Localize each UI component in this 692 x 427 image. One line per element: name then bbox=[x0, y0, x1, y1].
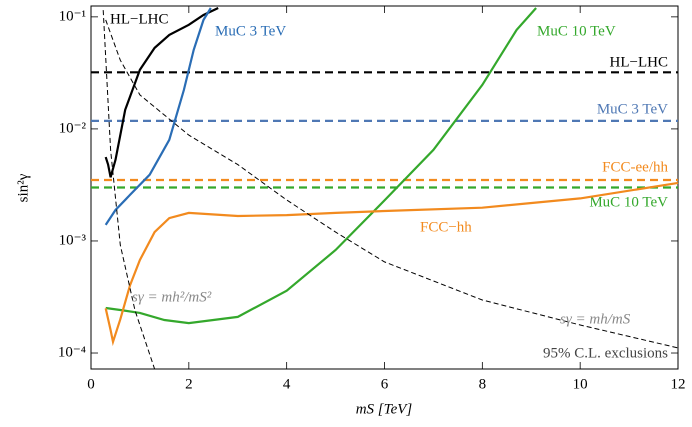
series-label: sγ = mh/mS bbox=[560, 311, 631, 327]
threshold-label: MuC 10 TeV bbox=[589, 194, 668, 210]
series-line bbox=[104, 7, 219, 178]
y-tick-label: 10⁻⁴ bbox=[58, 344, 86, 360]
x-tick-label: 10 bbox=[573, 376, 588, 392]
series-label: MuC 3 TeV bbox=[215, 23, 286, 39]
series-label: HL−LHC bbox=[110, 11, 168, 27]
y-axis-label: sin²γ bbox=[15, 173, 31, 202]
y-tick-label: 10⁻¹ bbox=[59, 8, 86, 24]
threshold-label: HL−LHC bbox=[610, 54, 668, 70]
series-label: FCC−hh bbox=[420, 219, 472, 235]
series-line bbox=[102, 10, 156, 370]
y-tick-label: 10⁻³ bbox=[59, 232, 87, 248]
series-line bbox=[105, 7, 537, 325]
x-tick-label: 8 bbox=[479, 376, 487, 392]
series-label: MuC 10 TeV bbox=[537, 23, 616, 39]
x-tick-label: 0 bbox=[87, 376, 95, 392]
x-axis-label: mS [TeV] bbox=[356, 401, 413, 417]
threshold-label: FCC-ee/hh bbox=[602, 159, 668, 175]
x-tick-label: 6 bbox=[381, 376, 389, 392]
series-line bbox=[104, 181, 679, 347]
threshold-label: MuC 3 TeV bbox=[597, 101, 668, 117]
x-tick-label: 2 bbox=[185, 376, 193, 392]
x-tick-label: 4 bbox=[283, 376, 291, 392]
series-label: sγ = mh²/mS² bbox=[132, 289, 212, 305]
y-tick-label: 10⁻² bbox=[59, 120, 87, 136]
x-tick-label: 12 bbox=[671, 376, 686, 392]
annotation: 95% C.L. exclusions bbox=[543, 345, 668, 361]
series-line bbox=[104, 7, 212, 226]
